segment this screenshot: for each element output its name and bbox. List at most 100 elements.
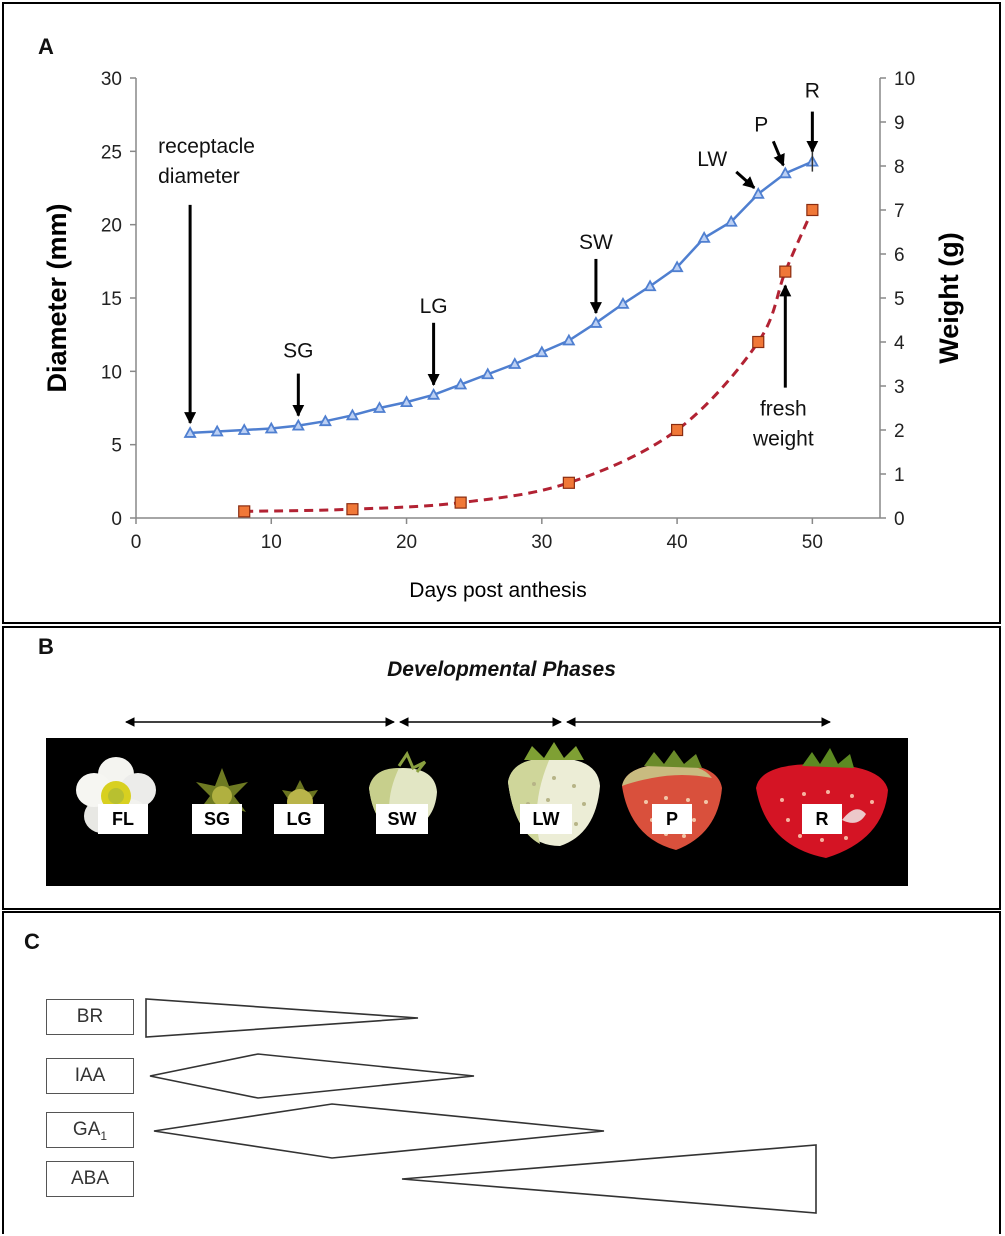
pink-fruit-image <box>622 750 722 850</box>
stage-label-p: P <box>652 804 692 834</box>
y-left-tick-label: 25 <box>101 142 122 163</box>
diameter-point <box>670 260 684 273</box>
stage-label-lw: LW <box>520 804 572 834</box>
y-left-tick-label: 10 <box>101 362 122 383</box>
panel-c-letter: C <box>24 929 40 954</box>
red-fruit-image <box>756 748 888 858</box>
y-right-tick-label: 3 <box>894 377 905 398</box>
y-left-tick-label: 5 <box>111 436 122 457</box>
x-tick-label: 10 <box>261 532 282 553</box>
panel-c: C BR IAA GA1 ABA <box>2 911 1001 1234</box>
stage-label-sg: SG <box>192 804 242 834</box>
y-right-tick-label: 10 <box>894 69 915 90</box>
aba-profile-shape <box>401 1144 817 1214</box>
y-axis-right-label: Weight (g) <box>934 232 964 363</box>
iaa-text: IAA <box>74 1065 106 1086</box>
annotation-label: SG <box>283 340 313 363</box>
fresh-weight-point <box>238 505 251 518</box>
fresh-weight-point <box>346 503 359 516</box>
y-right-tick-label: 6 <box>894 245 905 266</box>
stage-label-r: R <box>802 804 842 834</box>
panel-a: A 0 10 20 30 40 50 0 5 10 15 20 25 30 0 1 2 3 4 5 6 7 8 9 10 re… <box>2 2 1001 624</box>
fresh-weight-point <box>670 423 684 437</box>
y-right-tick-label: 0 <box>894 509 905 530</box>
br-text: BR <box>76 1006 104 1027</box>
y-right-tick-label: 8 <box>894 157 905 178</box>
y-left-tick-label: 30 <box>101 69 122 90</box>
ga-text: GA <box>72 1119 101 1140</box>
x-axis-label: Days post anthesis <box>409 579 586 602</box>
diameter-point <box>345 408 359 421</box>
ga1-profile-shape <box>153 1103 605 1159</box>
aba-text: ABA <box>70 1168 110 1189</box>
fresh-weight-point <box>806 203 819 217</box>
diameter-point <box>481 367 495 380</box>
diameter-point <box>643 279 657 292</box>
annotation-label-line2: weight <box>752 428 814 451</box>
diameter-point <box>751 187 765 199</box>
phase-arrows <box>125 717 831 727</box>
y-left-tick-label: 15 <box>101 289 122 310</box>
diameter-point <box>724 214 738 227</box>
diameter-point <box>372 401 387 413</box>
annotation-arrow <box>735 170 756 189</box>
annotation-label: receptacle <box>158 135 255 158</box>
y-right-tick-label: 1 <box>894 465 905 486</box>
y-right-tick-label: 7 <box>894 201 905 222</box>
diameter-point <box>454 377 468 390</box>
developmental-phases-title: Developmental Phases <box>387 658 616 681</box>
small-green-fruit-image <box>196 768 248 824</box>
diameter-series-line <box>190 160 813 435</box>
y-right-tick-label: 4 <box>894 333 905 354</box>
diameter-point <box>589 316 603 328</box>
diameter-point <box>210 424 224 437</box>
diameter-point <box>427 387 441 400</box>
x-tick-label: 50 <box>802 532 823 553</box>
y-right-tick-label: 5 <box>894 289 905 310</box>
diameter-point <box>183 426 197 438</box>
hormone-label-br: BR <box>46 999 134 1035</box>
ga-subscript: 1 <box>100 1128 108 1143</box>
diameter-point <box>778 166 792 179</box>
x-tick-label: 30 <box>531 532 552 553</box>
fresh-weight-point <box>454 496 467 509</box>
annotation-label: SW <box>579 231 613 254</box>
fresh-weight-point <box>779 265 792 278</box>
growth-chart: 0 10 20 30 40 50 0 5 10 15 20 25 30 0 1 2 3 4 5 6 7 8 9 10 rece… <box>42 69 964 602</box>
fresh-weight-series-line <box>244 209 814 513</box>
y-axis-left-label: Diameter (mm) <box>42 203 72 392</box>
x-tick-label: 0 <box>131 532 142 553</box>
y-right-tick-label: 9 <box>894 113 905 134</box>
annotation-label: LG <box>420 295 448 318</box>
diameter-point <box>400 395 414 408</box>
diameter-point <box>616 297 630 309</box>
x-tick-label: 40 <box>667 532 688 553</box>
diameter-point <box>237 423 251 435</box>
panel-a-letter: A <box>38 34 54 59</box>
br-profile-shape <box>145 998 419 1038</box>
diameter-point <box>508 357 522 369</box>
hormone-label-iaa: IAA <box>46 1058 134 1094</box>
annotation-label-line2: diameter <box>158 165 240 188</box>
diameter-point <box>318 414 332 427</box>
diameter-point <box>264 421 278 434</box>
diameter-point <box>562 333 576 346</box>
iaa-profile-shape <box>149 1053 475 1099</box>
hormone-label-ga1: GA1 <box>46 1112 134 1148</box>
y-left-tick-label: 0 <box>111 509 122 530</box>
stage-label-lg: LG <box>274 804 324 834</box>
annotation-arrow <box>771 140 785 167</box>
annotation-label: P <box>754 113 768 136</box>
diameter-point <box>291 418 305 431</box>
diameter-point <box>535 345 549 358</box>
x-tick-label: 20 <box>396 532 417 553</box>
panel-b: B Developmental Phases <box>2 626 1001 910</box>
hormone-profiles <box>145 998 817 1214</box>
y-right-tick-label: 2 <box>894 421 905 442</box>
diameter-point <box>697 231 711 243</box>
fresh-weight-point <box>752 335 765 349</box>
annotation-label: R <box>805 80 820 103</box>
stage-label-fl: FL <box>98 804 148 834</box>
y-left-tick-label: 20 <box>101 216 122 237</box>
